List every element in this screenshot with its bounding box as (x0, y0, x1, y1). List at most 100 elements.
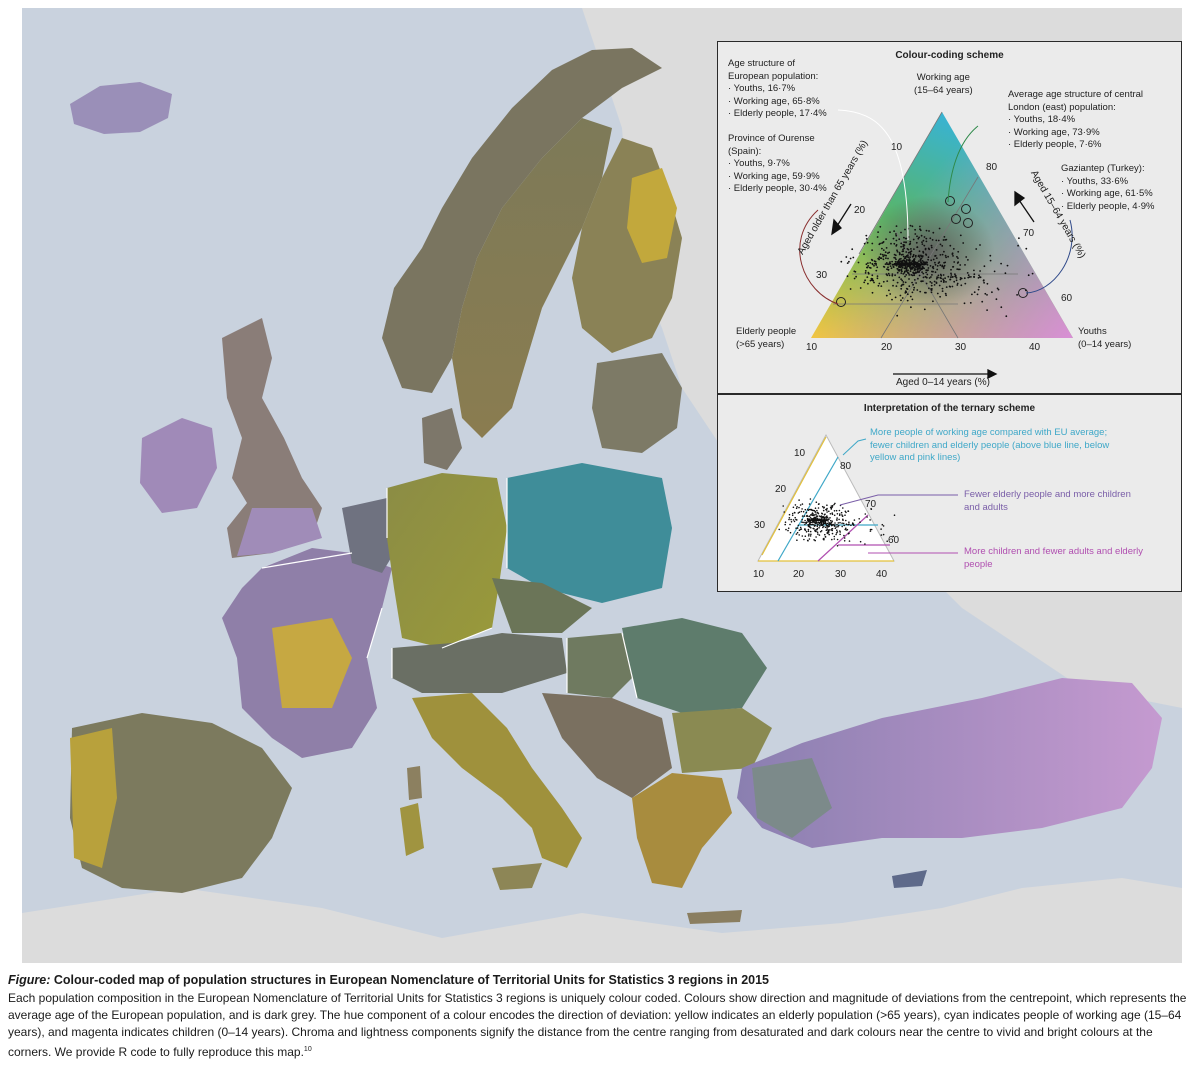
scatter-point (847, 523, 849, 526)
italy (412, 693, 582, 868)
scatter-point (967, 276, 970, 279)
scatter-point (949, 278, 951, 281)
scatter-point (808, 503, 811, 505)
scatter-point (805, 521, 808, 523)
scatter-point (825, 509, 828, 511)
scatter-point (983, 265, 986, 268)
scatter-point (1031, 272, 1034, 275)
scatter-point (794, 516, 796, 519)
scatter-point (813, 514, 816, 516)
scatter-point (993, 270, 996, 273)
scatter-point (813, 525, 816, 527)
scatter-point (936, 268, 939, 271)
scatter-point (939, 295, 941, 298)
caption-title-text: Colour-coded map of population structure… (53, 973, 769, 987)
scatter-point (825, 517, 827, 519)
scatter-point (848, 521, 850, 523)
scatter-point (824, 533, 826, 536)
scatter-point (927, 269, 929, 271)
scatter-point (910, 250, 913, 253)
scatter-point (920, 268, 923, 271)
scatter-point (944, 254, 947, 257)
scatter-point (967, 259, 969, 261)
scatter-point (928, 277, 931, 279)
scatter-point (976, 293, 979, 296)
scatter-point (887, 263, 890, 266)
scatter-point (950, 272, 952, 275)
scatter-point (894, 296, 897, 299)
scatter-point (931, 239, 934, 241)
scatter-point (841, 515, 844, 517)
mini-tick-left-30: 30 (754, 520, 766, 531)
scatter-point (929, 237, 932, 240)
scatter-point (912, 271, 914, 274)
scatter-point (900, 260, 903, 263)
scatter-point (909, 253, 912, 256)
scatter-point (820, 530, 823, 532)
scatter-point (828, 510, 830, 513)
scatter-point (897, 262, 900, 264)
scatter-point (809, 517, 812, 519)
scatter-point (876, 275, 879, 277)
scatter-point (870, 528, 873, 531)
scatter-point (914, 268, 917, 271)
scatter-point (905, 291, 908, 294)
scatter-point (957, 250, 960, 253)
scatter-point (796, 506, 798, 508)
scatter-point (793, 511, 796, 514)
scatter-point (823, 538, 825, 541)
scatter-point (789, 523, 791, 526)
scatter-point (934, 263, 937, 266)
scatter-point (835, 509, 838, 512)
scatter-point (964, 264, 966, 266)
scatter-point (913, 274, 916, 277)
scatter-point (807, 530, 810, 532)
scatter-point (911, 266, 914, 269)
scatter-point (891, 264, 894, 266)
scatter-point (798, 511, 801, 513)
turkey-west (752, 758, 832, 838)
scatter-point (801, 535, 804, 537)
scatter-point (945, 294, 947, 297)
scatter-point (818, 522, 821, 524)
scatter-point (911, 255, 914, 258)
scatter-point (802, 510, 805, 513)
scatter-point (816, 521, 818, 524)
scatter-point (942, 239, 945, 241)
scatter-point (905, 241, 907, 244)
scatter-point (829, 513, 832, 515)
scatter-point (790, 518, 792, 521)
tick-bottom-40: 40 (1029, 342, 1041, 353)
scatter-point (844, 528, 846, 531)
scatter-point (1017, 244, 1019, 247)
scatter-point (789, 531, 792, 534)
scatter-point (910, 268, 912, 271)
scatter-point (795, 518, 797, 521)
scatter-point (805, 531, 808, 533)
scatter-point (830, 529, 832, 531)
scatter-point (942, 278, 944, 280)
scatter-point (983, 281, 985, 284)
scatter-point (907, 265, 910, 268)
scatter-point (806, 519, 809, 521)
scatter-point (820, 522, 823, 524)
scatter-point (826, 504, 828, 506)
scatter-point (827, 518, 829, 520)
scatter-point (1004, 272, 1007, 275)
scatter-point (837, 522, 840, 524)
scatter-point (830, 505, 833, 507)
scatter-point (824, 520, 827, 522)
scatter-point (821, 512, 823, 515)
scatter-point (864, 543, 866, 545)
scatter-point (839, 513, 841, 515)
scatter-point (900, 268, 903, 271)
scatter-point (920, 254, 922, 257)
scatter-point (793, 520, 796, 523)
scatter-point (882, 255, 885, 258)
scatter-point (906, 256, 908, 258)
scatter-point (912, 260, 914, 263)
scatter-point (995, 298, 998, 301)
scatter-point (899, 253, 901, 255)
scatter-point (815, 519, 818, 521)
scatter-point (870, 508, 873, 510)
